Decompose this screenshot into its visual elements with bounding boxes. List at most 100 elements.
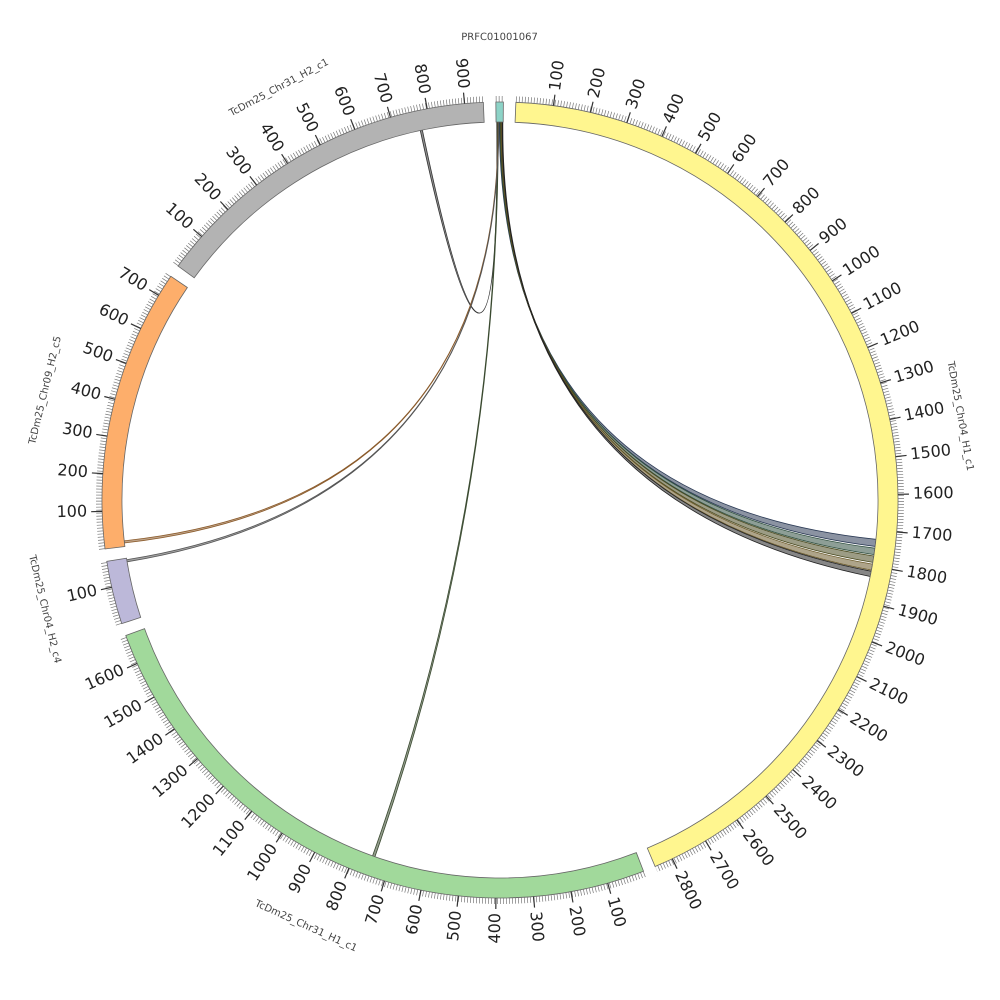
tick-label: 600 xyxy=(402,903,427,937)
tick-mark xyxy=(456,895,459,907)
tick-label: 400 xyxy=(485,913,504,944)
segment-label: TcDm25_Chr04_H2_c4 xyxy=(26,553,63,664)
tick-label: 1800 xyxy=(905,562,948,588)
tick-label: 2700 xyxy=(706,848,743,893)
tick-label: 1300 xyxy=(892,356,937,386)
tick-mark xyxy=(695,143,702,154)
tick-label: 100 xyxy=(545,59,568,92)
tick-label: 300 xyxy=(61,419,94,443)
segment-arc xyxy=(514,101,899,868)
tick-mark xyxy=(192,228,203,238)
tick-mark xyxy=(895,454,907,458)
tick-label: 1400 xyxy=(902,398,946,425)
tick-label: 100 xyxy=(56,501,87,521)
tick-mark xyxy=(851,307,862,314)
tick-mark xyxy=(350,118,356,130)
tick-label: 2300 xyxy=(824,741,868,781)
tick-label: 1700 xyxy=(911,523,953,545)
tick-label: 900 xyxy=(284,861,315,897)
tick-label: 2200 xyxy=(847,708,892,746)
tick-mark xyxy=(314,134,321,146)
tick-label: 700 xyxy=(370,71,397,106)
tick-label: 100 xyxy=(162,199,197,233)
tick-label: 1500 xyxy=(909,440,952,463)
tick-label: 600 xyxy=(96,299,132,329)
tick-mark xyxy=(626,112,631,123)
tick-mark xyxy=(380,880,386,892)
tick-mark xyxy=(736,819,744,830)
tick-mark xyxy=(552,94,556,106)
tick-mark xyxy=(249,176,258,186)
tick-label: 2800 xyxy=(671,868,706,913)
minor-ticks xyxy=(96,272,171,550)
tick-label: 1600 xyxy=(82,660,127,694)
tick-label: 600 xyxy=(330,83,359,118)
tick-mark xyxy=(148,289,159,296)
link xyxy=(126,121,500,563)
tick-mark xyxy=(661,126,667,137)
tick-mark xyxy=(871,641,883,647)
tick-mark xyxy=(570,891,574,903)
tick-label: 500 xyxy=(694,109,726,145)
tick-label: 300 xyxy=(222,143,256,179)
tick-label: 1300 xyxy=(148,760,191,801)
link xyxy=(372,121,499,858)
tick-mark xyxy=(386,106,392,118)
tick-mark xyxy=(765,795,774,805)
minor-ticks xyxy=(173,96,484,267)
tick-label: 900 xyxy=(452,57,474,89)
tick-mark xyxy=(838,709,849,716)
minor-ticks xyxy=(100,561,122,626)
tick-mark xyxy=(91,472,103,475)
tick-mark xyxy=(889,416,901,420)
tick-mark xyxy=(104,395,116,400)
tick-mark xyxy=(215,785,224,795)
segment-arc xyxy=(125,628,645,899)
tick-label: 1200 xyxy=(177,790,219,832)
tick-mark xyxy=(165,728,175,736)
tick-mark xyxy=(126,662,138,669)
tick-label: 800 xyxy=(410,62,434,96)
tick-label: 300 xyxy=(526,911,548,943)
tick-label: 400 xyxy=(658,91,688,127)
tick-label: 500 xyxy=(292,99,323,135)
tick-mark xyxy=(831,274,842,282)
tick-mark xyxy=(418,889,422,901)
tick-label: 200 xyxy=(57,460,89,481)
tick-label: 700 xyxy=(759,155,793,191)
tick-label: 1000 xyxy=(839,241,883,279)
tick-mark xyxy=(784,214,794,223)
link xyxy=(123,121,499,544)
tick-mark xyxy=(424,97,428,109)
tick-mark xyxy=(115,358,127,364)
tick-label: 2000 xyxy=(883,638,928,670)
tick-label: 800 xyxy=(788,183,823,218)
tick-label: 200 xyxy=(191,169,226,204)
tick-mark xyxy=(756,187,766,197)
tick-label: 1100 xyxy=(209,816,249,860)
tick-label: 700 xyxy=(115,263,151,295)
tick-label: 500 xyxy=(443,910,465,942)
tick-mark xyxy=(727,164,735,174)
tick-mark xyxy=(462,92,466,104)
tick-mark xyxy=(880,379,892,384)
tick-label: 1000 xyxy=(243,840,281,884)
segment-label: PRFC01001067 xyxy=(461,32,538,43)
segment-arc xyxy=(177,101,485,279)
tick-label: 100 xyxy=(65,580,99,605)
tick-label: 900 xyxy=(815,214,851,248)
tick-label: 1400 xyxy=(123,729,167,768)
tick-label: 400 xyxy=(69,378,103,404)
tick-mark xyxy=(533,896,536,908)
tick-label: 1500 xyxy=(101,695,146,732)
tick-label: 1600 xyxy=(913,483,954,503)
tick-mark xyxy=(130,323,142,330)
tick-mark xyxy=(96,433,108,437)
tick-label: 2500 xyxy=(770,800,811,843)
tick-mark xyxy=(244,810,253,821)
tick-label: 200 xyxy=(584,66,609,100)
tick-label: 2100 xyxy=(866,674,911,709)
tick-label: 2600 xyxy=(739,826,778,870)
tick-mark xyxy=(344,867,350,879)
